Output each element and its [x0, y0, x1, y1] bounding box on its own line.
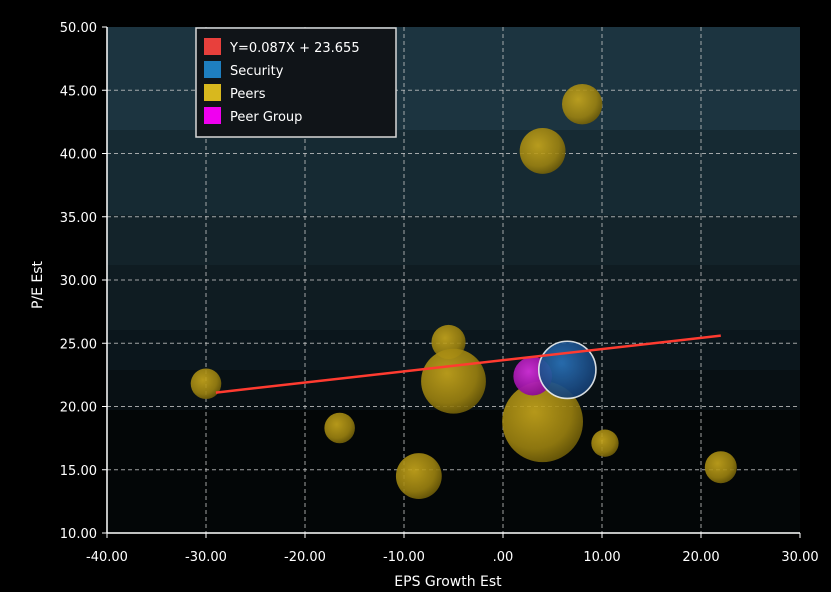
legend: Y=0.087X + 23.655 Security Peers Peer Group [195, 27, 397, 138]
x-tick-label: -20.00 [284, 550, 326, 565]
legend-label: Security [230, 64, 284, 79]
plot-band [107, 410, 800, 533]
legend-swatch [204, 107, 221, 124]
legend-swatch [204, 61, 221, 78]
legend-swatch [204, 84, 221, 101]
x-tick-label: 30.00 [781, 550, 818, 565]
y-tick-label: 25.00 [60, 337, 97, 352]
legend-label: Y=0.087X + 23.655 [229, 41, 360, 56]
peer-bubble [704, 451, 737, 484]
y-axis-label: P/E Est [30, 260, 46, 309]
y-axis-ticks: 10.00 15.00 20.00 25.00 30.00 35.00 40.00 45.00… [60, 21, 107, 542]
plot-band [107, 215, 800, 265]
y-tick-label: 40.00 [60, 148, 97, 163]
y-tick-label: 15.00 [60, 464, 97, 479]
x-axis-label: EPS Growth Est [394, 574, 502, 590]
peer-bubble [561, 83, 603, 125]
bubbles [190, 83, 737, 499]
legend-label: Peers [230, 87, 266, 102]
x-tick-label: .00 [493, 550, 514, 565]
x-tick-label: -30.00 [185, 550, 227, 565]
legend-label: Peer Group [230, 110, 302, 125]
x-tick-label: -10.00 [383, 550, 425, 565]
y-tick-label: 50.00 [60, 21, 97, 36]
y-tick-label: 20.00 [60, 401, 97, 416]
x-tick-label: -40.00 [86, 550, 128, 565]
peer-bubble [591, 429, 619, 457]
y-tick-label: 45.00 [60, 84, 97, 99]
x-tick-label: 10.00 [583, 550, 620, 565]
peer-bubble [324, 412, 355, 444]
plot-band [107, 130, 800, 215]
peer-bubble [519, 128, 566, 174]
plot-band [107, 265, 800, 330]
peer-bubble [190, 368, 222, 400]
peer-bubble [421, 348, 486, 414]
y-tick-label: 10.00 [60, 527, 97, 542]
trendline [215, 334, 721, 394]
y-tick-label: 35.00 [60, 211, 97, 226]
y-tick-label: 30.00 [60, 274, 97, 289]
x-axis-ticks: -40.00 -30.00 -20.00 -10.00 .00 10.00 20.00 30.… [86, 533, 819, 565]
trendline-group [215, 334, 721, 394]
peer-bubble [502, 381, 584, 463]
peer-bubble [395, 453, 442, 499]
legend-swatch [204, 38, 221, 55]
x-tick-label: 20.00 [682, 550, 719, 565]
legend-box [195, 27, 397, 138]
